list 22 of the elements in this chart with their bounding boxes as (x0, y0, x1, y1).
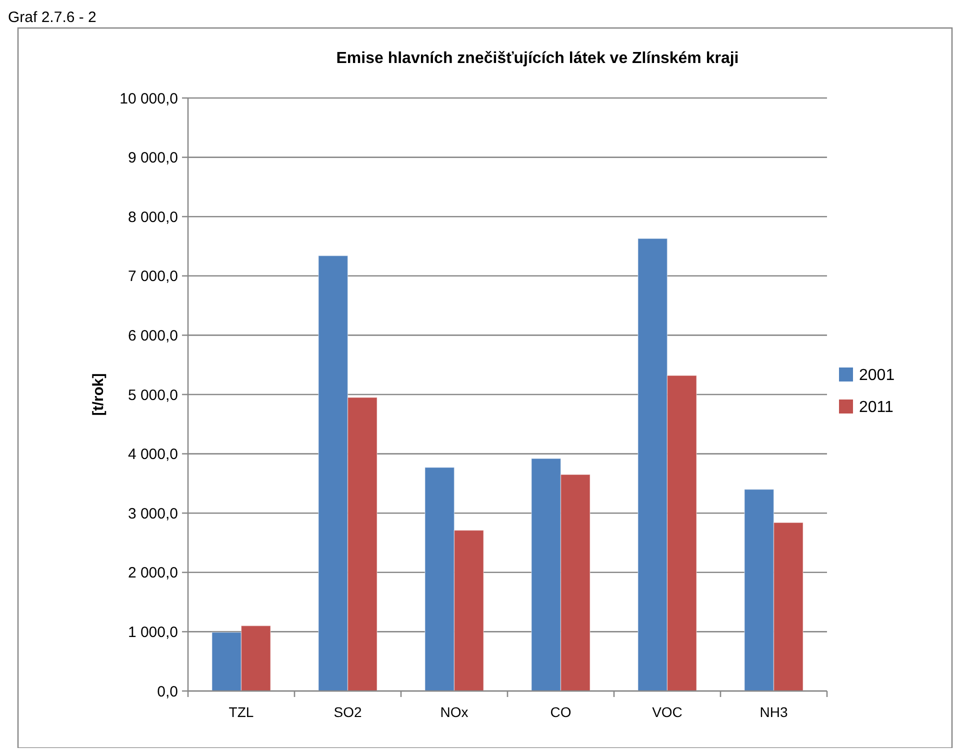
y-tick-label: 6 000,0 (128, 327, 178, 344)
legend-label: 2011 (859, 399, 894, 416)
y-tick-label: 5 000,0 (128, 386, 178, 404)
x-tick-label: TZL (228, 704, 254, 720)
legend-label: 2001 (859, 367, 895, 384)
y-tick-label: 7 000,0 (128, 268, 178, 286)
x-tick-label: CO (550, 704, 572, 720)
y-tick-label: 0,0 (157, 683, 178, 700)
x-tick-label: NOx (440, 704, 468, 720)
y-tick-label: 8 000,0 (128, 208, 178, 226)
y-tick-label: 1 000,0 (128, 624, 178, 641)
y-tick-label: 2 000,0 (128, 564, 178, 582)
y-axis-title: [t/rok] (90, 373, 107, 416)
x-tick-label: NH3 (760, 704, 788, 720)
y-tick-label: 3 000,0 (128, 505, 178, 522)
text: Graf 2.7.6 - 2 (8, 9, 96, 26)
x-tick-label: SO2 (334, 704, 362, 720)
y-tick-label: 4 000,0 (128, 446, 178, 464)
chart-title: Emise hlavních znečišťujících látek ve Zlínském kraji (336, 50, 739, 67)
x-tick-label: VOC (652, 704, 682, 720)
y-tick-label: 9 000,0 (128, 150, 178, 167)
y-tick-label: 10 000,0 (120, 90, 178, 108)
